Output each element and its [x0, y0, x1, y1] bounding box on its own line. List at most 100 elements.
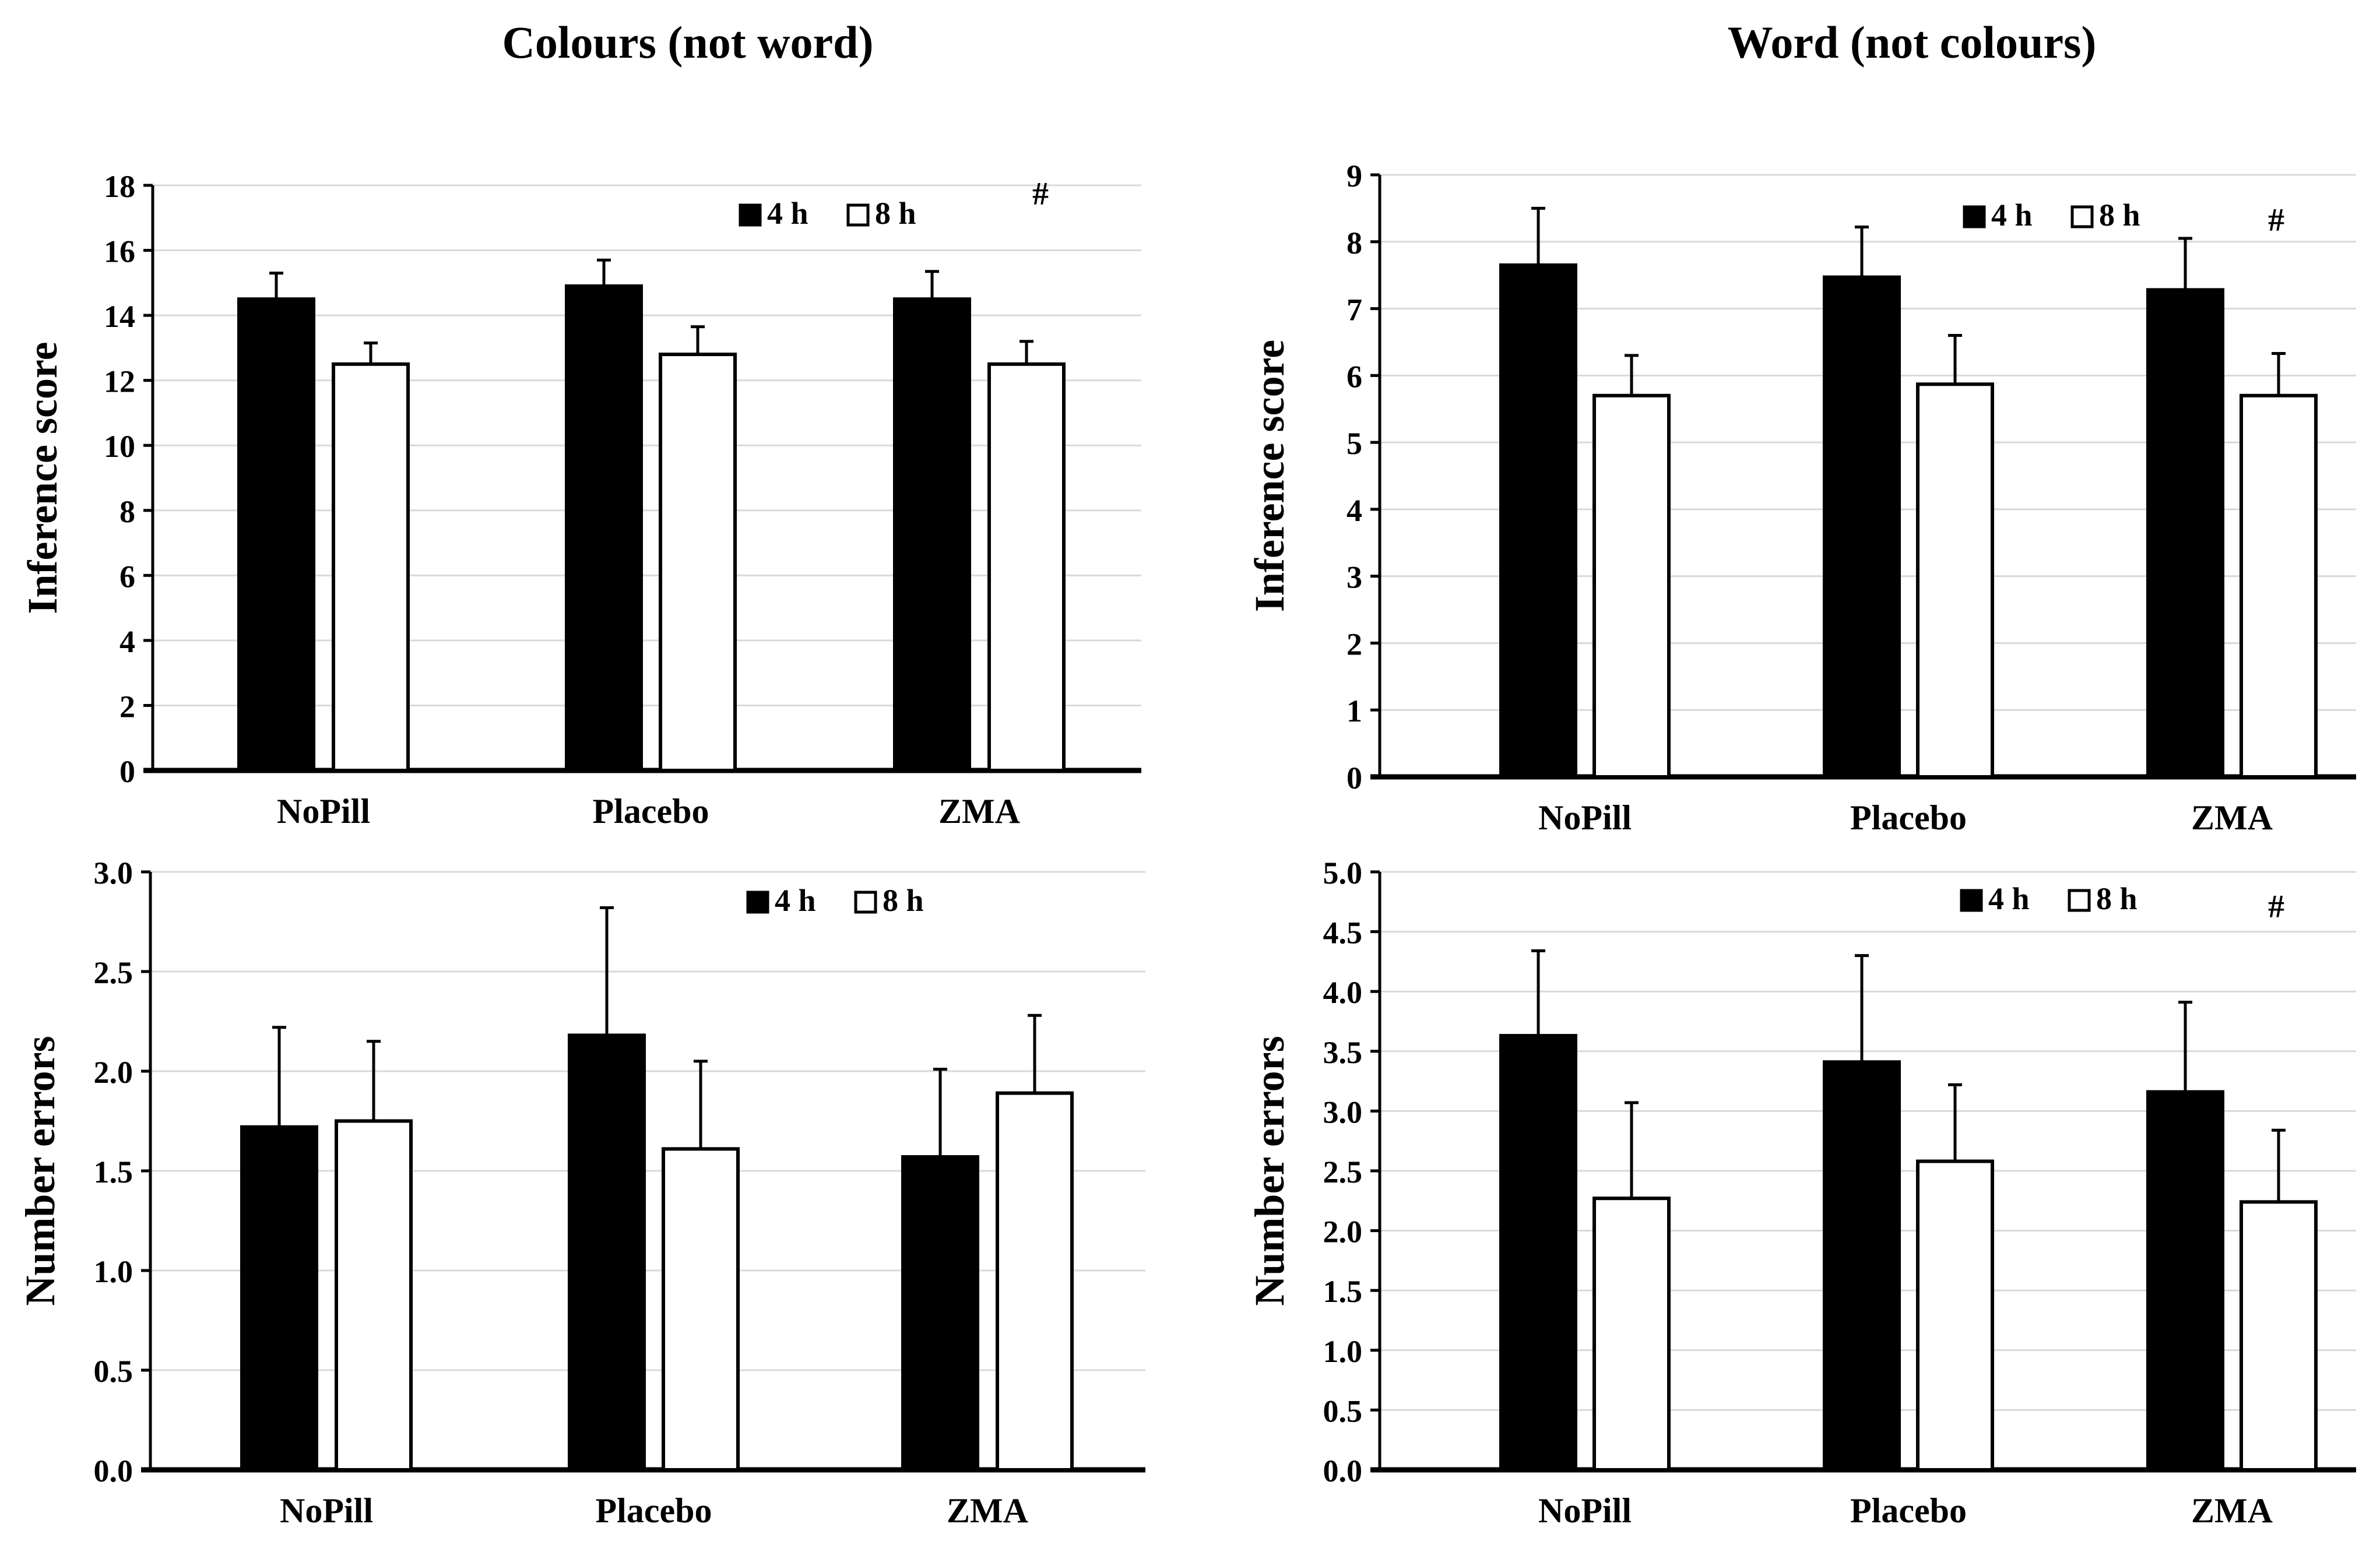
y-tick-label: 4.0: [1323, 975, 1363, 1010]
legend-label: 8 h: [883, 883, 924, 918]
column-title-right: Word (not colours): [1727, 17, 2097, 68]
legend-swatch: [1963, 205, 1986, 228]
legend-swatch: [739, 203, 762, 227]
bar: [901, 1155, 979, 1472]
y-tick-label: 3: [1347, 560, 1362, 595]
bar: [565, 284, 643, 772]
legend-swatch: [746, 891, 769, 914]
y-tick-label: 3.5: [1323, 1035, 1363, 1070]
bar: [568, 1033, 646, 1472]
bar: [987, 362, 1066, 772]
y-tick-label: 1.0: [1323, 1334, 1363, 1369]
bar: [1823, 275, 1901, 779]
bar: [237, 297, 315, 772]
bar: [893, 297, 971, 772]
y-tick-label: 12: [104, 364, 135, 399]
y-tick-label: 3.0: [94, 856, 133, 891]
bar: [2146, 288, 2224, 779]
legend-label: 8 h: [2099, 198, 2140, 233]
bar: [1499, 263, 1577, 779]
significance-annotation: #: [2268, 889, 2284, 925]
y-tick-label: 4: [119, 624, 135, 659]
significance-annotation: #: [1032, 176, 1049, 212]
significance-annotation: #: [2268, 202, 2284, 238]
x-tick-label: Placebo: [1850, 798, 1967, 837]
bar: [335, 1119, 413, 1472]
y-tick-label: 6: [119, 559, 135, 594]
y-tick-label: 0: [119, 754, 135, 789]
legend-swatch: [2068, 889, 2091, 912]
y-tick-label: 2.5: [1323, 1155, 1363, 1190]
y-tick-label: 5: [1347, 426, 1362, 461]
y-tick-label: 8: [119, 494, 135, 529]
chart-panel-1: 0 2 4 6 8 10 12 14 16 18 Inference score NoPill Plac…: [19, 169, 1141, 830]
y-tick-label: 4.5: [1323, 916, 1363, 951]
x-tick-label: NoPill: [1538, 798, 1632, 837]
x-tick-label: Placebo: [596, 1491, 712, 1530]
chart-panel-3: 0.0 0.5 1.0 1.5 2.0 2.5 3.0 Number errors NoPill…: [17, 856, 1145, 1530]
y-tick-label: 2: [119, 689, 135, 724]
bar: [2240, 1200, 2318, 1472]
bar: [332, 362, 410, 772]
y-tick-label: 0.0: [94, 1454, 133, 1488]
bar: [1592, 1196, 1671, 1472]
y-tick-label: 1.5: [94, 1155, 133, 1190]
y-tick-label: 2.5: [94, 955, 133, 990]
x-tick-label: ZMA: [2191, 798, 2273, 837]
bar: [1916, 382, 1994, 779]
bar: [996, 1091, 1074, 1472]
legend-swatch: [854, 891, 877, 914]
y-axis-label: Inference score: [19, 342, 66, 614]
y-tick-label: 8: [1347, 226, 1362, 261]
bar: [659, 353, 737, 772]
y-tick-label: 0.0: [1323, 1454, 1363, 1488]
chart-panel-4: 0.0 0.5 1.0 1.5 2.0 2.5 3.0 3.5 4.0 4.5 5.0 Number …: [1246, 856, 2356, 1530]
chart-panel-2: 0 1 2 3 4 5 6 7 8 9 Inference score NoPill Placebo ZM…: [1246, 159, 2356, 837]
x-tick-label: ZMA: [947, 1491, 1028, 1530]
bar: [1823, 1060, 1901, 1472]
y-tick-label: 6: [1347, 359, 1362, 394]
y-tick-label: 1.5: [1323, 1274, 1363, 1309]
y-tick-label: 7: [1347, 293, 1362, 328]
legend-label: 4 h: [1991, 198, 2033, 233]
x-tick-label: ZMA: [938, 792, 1020, 830]
bar: [1499, 1034, 1577, 1472]
x-tick-label: Placebo: [593, 792, 709, 830]
legend-swatch: [1960, 889, 1983, 912]
legend-label: 4 h: [1988, 881, 2030, 916]
legend-label: 8 h: [875, 196, 916, 231]
y-tick-label: 0.5: [94, 1354, 133, 1389]
x-tick-label: Placebo: [1850, 1491, 1967, 1530]
y-tick-label: 3.0: [1323, 1095, 1363, 1129]
legend-swatch: [846, 203, 870, 227]
y-tick-label: 1: [1347, 694, 1362, 729]
bar: [2240, 393, 2318, 779]
x-tick-label: NoPill: [277, 792, 370, 830]
x-tick-label: NoPill: [280, 1491, 373, 1530]
bar: [1592, 393, 1671, 779]
legend-label: 8 h: [2096, 881, 2138, 916]
legend-label: 4 h: [775, 883, 816, 918]
y-tick-label: 5.0: [1323, 856, 1363, 891]
y-tick-label: 10: [104, 429, 135, 464]
y-axis-label: Number errors: [17, 1036, 64, 1305]
y-tick-label: 2.0: [1323, 1215, 1363, 1250]
bar: [2146, 1090, 2224, 1472]
legend-label: 4 h: [767, 196, 808, 231]
y-tick-label: 1.0: [94, 1254, 133, 1289]
bar: [1916, 1159, 1994, 1472]
y-tick-label: 2: [1347, 627, 1362, 661]
bar: [662, 1147, 740, 1472]
x-tick-label: NoPill: [1538, 1491, 1632, 1530]
legend-swatch: [2070, 205, 2094, 228]
y-tick-label: 16: [104, 234, 135, 269]
bar: [240, 1125, 318, 1472]
y-tick-label: 18: [104, 169, 135, 204]
y-axis-label: Number errors: [1246, 1036, 1293, 1305]
y-tick-label: 4: [1347, 493, 1362, 528]
y-tick-label: 0: [1347, 761, 1362, 796]
column-title-left: Colours (not word): [502, 17, 874, 68]
y-tick-label: 2.0: [94, 1055, 133, 1090]
y-tick-label: 9: [1347, 159, 1362, 193]
